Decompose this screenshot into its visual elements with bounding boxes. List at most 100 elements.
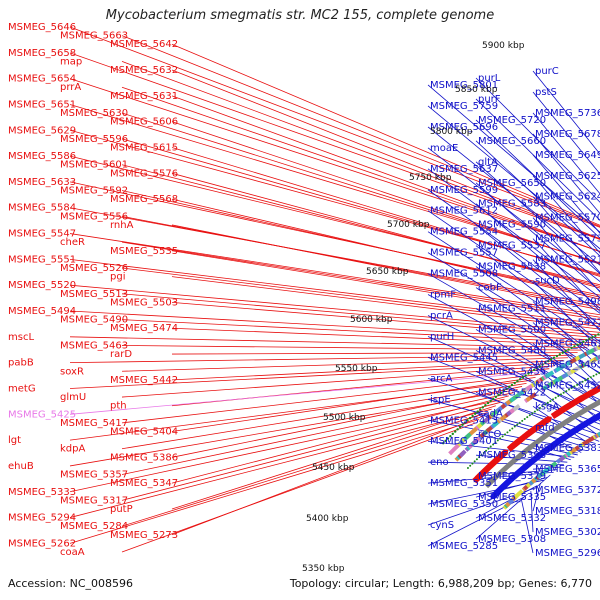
left-gene-label: MSMEG_5333: [8, 487, 76, 498]
right-gene-label: MSMEG_5318: [535, 506, 600, 517]
tick-dot: [496, 439, 499, 442]
right-gene-label: MSMEG_5599: [430, 185, 498, 196]
left-gene-label: MSMEG_5631: [110, 91, 178, 102]
right-gene-label: purH: [430, 331, 454, 342]
left-gene-label: MSMEG_5596: [60, 134, 128, 145]
tick-dot: [570, 346, 573, 350]
left-connector: [69, 26, 600, 228]
tick-dot: [449, 434, 452, 438]
left-gene-label: MSMEG_5584: [8, 203, 76, 214]
right-gene-label: MSMEG_5500: [478, 324, 546, 335]
left-connector: [69, 52, 600, 240]
right-connector: [532, 280, 600, 351]
left-gene-label: MSMEG_5586: [8, 151, 76, 162]
right-gene-label: MSMEG_5302: [535, 527, 600, 538]
right-connector: [427, 147, 600, 282]
left-gene-label: prrA: [60, 82, 81, 93]
left-gene-label: MSMEG_5663: [60, 31, 128, 42]
right-connector: [532, 322, 600, 388]
left-connector: [121, 402, 501, 501]
genome-backbone: [484, 399, 600, 489]
left-gene-label: MSMEG_5535: [110, 246, 178, 257]
right-gene-label: MSMEG_5573: [535, 234, 600, 245]
tick-dot: [480, 453, 483, 456]
tick-dot: [451, 432, 454, 436]
right-connector: [475, 266, 600, 359]
feature-rings: [442, 333, 600, 510]
left-gene-label: MSMEG_5646: [8, 22, 76, 33]
left-connector: [69, 78, 600, 252]
tick-dot: [508, 429, 511, 432]
left-gene-label: MSMEG_5474: [110, 323, 178, 334]
left-connector: [171, 376, 536, 432]
right-connector: [532, 112, 600, 195]
left-gene-label: MSMEG_5404: [110, 427, 178, 438]
tick-dot: [471, 414, 474, 418]
right-gene-label: MSMEG_5422: [478, 387, 546, 398]
tick-dot: [559, 393, 562, 396]
tick-dot: [521, 376, 525, 379]
feature-block: [596, 343, 600, 350]
tick-dot: [454, 430, 457, 433]
left-connector: [69, 419, 480, 544]
tick-dot: [508, 385, 511, 389]
right-connector: [532, 70, 600, 155]
right-gene-label: ksgA: [535, 401, 559, 412]
tick-dot: [555, 354, 559, 358]
right-connector: [427, 294, 600, 388]
right-gene-label: MSMEG_5554: [430, 227, 498, 238]
left-gene-label: MSMEG_5357: [60, 470, 128, 481]
left-gene-label: MSMEG_5494: [8, 306, 76, 317]
left-gene-label: MSMEG_5568: [110, 194, 178, 205]
right-gene-label: MSMEG_5508: [430, 269, 498, 280]
left-gene-label: MSMEG_5294: [8, 513, 76, 524]
kbp-label: 5600 kbp: [350, 315, 393, 325]
right-gene-label: MSMEG_5557: [430, 248, 498, 259]
right-gene-label: MSMEG_5759: [430, 101, 498, 112]
right-connector: [427, 336, 600, 413]
left-connector: [69, 284, 600, 333]
left-gene-label: MSMEG_5547: [8, 229, 76, 240]
left-gene-label: metG: [8, 383, 36, 394]
kbp-label: 5500 kbp: [323, 413, 366, 423]
kbp-label: 5700 kbp: [387, 220, 430, 230]
right-gene-label: MSMEG_5637: [430, 164, 498, 175]
tick-dot: [492, 397, 495, 401]
right-gene-label: MSMEG_5696: [430, 122, 498, 133]
tick-dot: [552, 398, 555, 401]
tick-dot: [595, 373, 598, 376]
left-connector: [69, 398, 505, 493]
tick-dot: [524, 374, 527, 377]
right-gene-label: MSMEG_5678: [535, 129, 600, 140]
left-gene-label: MSMEG_5442: [110, 375, 178, 386]
tick-dot: [523, 417, 526, 420]
right-gene-label: MSMEG_5365: [535, 464, 600, 475]
tick-dot: [576, 343, 579, 347]
right-connector: [427, 126, 600, 266]
tick-dot: [492, 443, 495, 446]
tick-dot: [469, 464, 472, 467]
tick-dot: [471, 462, 474, 465]
left-connector: [171, 224, 600, 311]
tick-dot: [486, 401, 490, 405]
left-gene-label: MSMEG_5556: [60, 211, 128, 222]
right-gene-label: MSMEG_5285: [430, 541, 498, 552]
right-gene-label: purF: [478, 94, 501, 105]
right-connector: [532, 238, 600, 313]
right-connector: [475, 454, 568, 463]
left-connector: [121, 345, 583, 351]
tick-dot: [578, 382, 581, 385]
kbp-label: 5400 kbp: [306, 514, 349, 524]
forward-gene: [541, 416, 552, 426]
tick-dot: [511, 427, 514, 430]
right-gene-label: pcrA: [430, 310, 453, 321]
left-gene-label: MSMEG_5658: [8, 48, 76, 59]
right-gene-label: ispE: [430, 394, 451, 405]
right-gene-label: MSMEG_5720: [478, 115, 546, 126]
left-gene-label: MSMEG_5425: [8, 409, 76, 420]
tick-dot: [576, 383, 579, 386]
tick-dot: [513, 425, 516, 428]
right-gene-label: MSMEG_5335: [478, 492, 546, 503]
tick-dot: [458, 425, 462, 429]
